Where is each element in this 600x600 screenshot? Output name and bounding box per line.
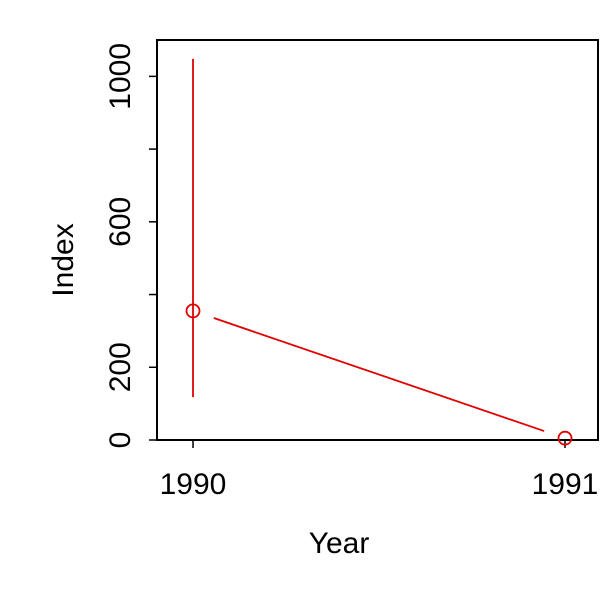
x-axis-title: Year xyxy=(309,527,370,560)
data-point xyxy=(185,303,201,319)
y-tick-label: 0 xyxy=(104,432,137,449)
marks-layer xyxy=(185,58,573,446)
data-point xyxy=(557,430,573,446)
y-tick-label: 200 xyxy=(104,342,137,392)
x-tick-label: 1990 xyxy=(160,468,227,501)
ticks-layer: 0 200 600 1000 1990 1991 xyxy=(104,43,598,501)
plot-frame xyxy=(156,39,599,441)
series-line-segment xyxy=(213,317,545,432)
y-axis-title: Index xyxy=(47,223,80,296)
y-tick-label: 1000 xyxy=(104,43,137,110)
x-tick-label: 1991 xyxy=(532,468,599,501)
y-tick-label: 600 xyxy=(104,197,137,247)
